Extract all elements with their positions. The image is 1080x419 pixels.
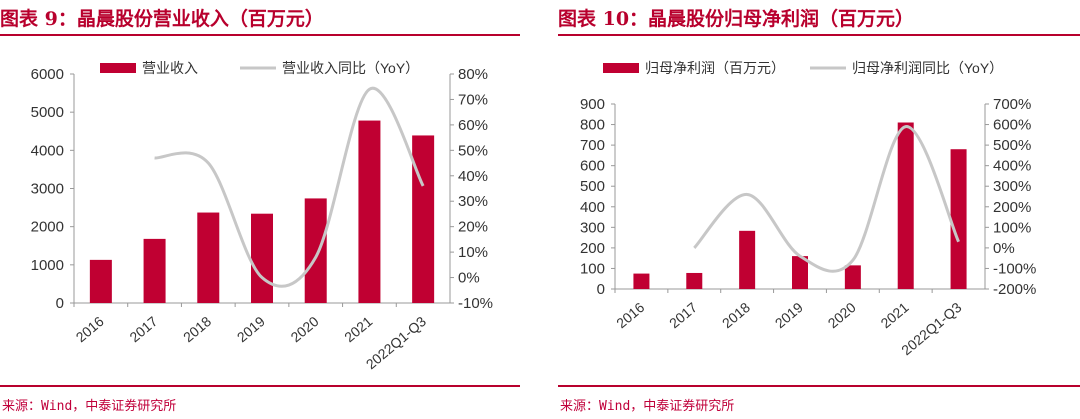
y-left-tick-label: 0 <box>56 295 64 312</box>
legend-bar-label: 归母净利润（百万元） <box>645 60 785 76</box>
y-right-tick-label: 0% <box>993 240 1015 257</box>
y-left-tick-label: 500 <box>580 178 605 195</box>
y-right-tick-label: 40% <box>458 168 488 185</box>
bar <box>792 256 808 289</box>
source-divider <box>0 385 520 387</box>
y-right-tick-label: 10% <box>458 244 488 261</box>
title-divider <box>558 34 1080 36</box>
bar <box>358 120 381 304</box>
x-tick-label: 2016 <box>613 299 647 331</box>
y-left-tick-label: 1000 <box>31 257 64 274</box>
y-left-tick-label: 6000 <box>31 66 64 83</box>
legend-bar-label: 营业收入 <box>142 60 198 76</box>
y-right-tick-label: 50% <box>458 142 488 159</box>
x-tick-label: 2018 <box>719 299 753 331</box>
y-left-tick-label: 100 <box>580 260 605 277</box>
x-tick-label: 2020 <box>825 299 859 331</box>
y-left-tick-label: 800 <box>580 117 605 134</box>
bar <box>844 265 861 289</box>
y-right-tick-label: 0% <box>458 270 480 287</box>
bar <box>304 198 327 303</box>
title-divider <box>0 34 520 36</box>
bar <box>897 122 914 289</box>
x-tick-label: 2019 <box>234 313 268 345</box>
net-profit-chart: 0 100 200 300 400 500 600 700 800 900 -200% -100% 0%… <box>580 60 1036 358</box>
y-left-tick-label: 200 <box>580 240 605 257</box>
y-left-tick-label: 400 <box>580 199 605 216</box>
y-left-tick-label: 0 <box>597 281 605 298</box>
bar <box>633 273 650 289</box>
y-right-tick-label: 300% <box>993 178 1031 195</box>
x-tick-label: 2017 <box>126 313 160 345</box>
legend-line-label: 营业收入同比（YoY） <box>282 60 419 76</box>
chart-title: 图表 10：晶晨股份归母净利润（百万元） <box>558 8 915 30</box>
y-right-tick-label: 100% <box>993 219 1031 236</box>
y-right-tick-label: 600% <box>993 117 1031 134</box>
y-right-tick-label: 20% <box>458 219 488 236</box>
y-left-tick-label: 3000 <box>31 181 64 198</box>
y-left-tick-label: 700 <box>580 137 605 154</box>
chart-panel-net-profit: 图表 10：晶晨股份归母净利润（百万元） 0 100 200 300 400 500 600… <box>558 0 1080 419</box>
source-divider <box>558 385 1080 387</box>
x-tick-label: 2021 <box>877 299 911 331</box>
revenue-chart: 0 1000 2000 3000 4000 5000 6000 -10% 0% 10% 20% 30%… <box>31 60 493 372</box>
y-right-tick-label: 400% <box>993 158 1031 175</box>
y-right-tick-label: -10% <box>458 295 493 312</box>
y-right-tick-label: 80% <box>458 66 488 83</box>
y-right-tick-label: 70% <box>458 91 488 108</box>
chart-source: 来源：Wind，中泰证券研究所 <box>560 399 735 414</box>
legend-line-label: 归母净利润同比（YoY） <box>852 60 1003 76</box>
y-right-tick-label: 30% <box>458 193 488 210</box>
legend-bar-swatch <box>100 63 136 73</box>
y-right-tick-label: 500% <box>993 137 1031 154</box>
bar <box>143 238 166 303</box>
bar <box>89 259 112 303</box>
chart-title: 图表 9：晶晨股份营业收入（百万元） <box>0 8 324 30</box>
yoy-line <box>154 86 425 288</box>
bar <box>251 213 273 303</box>
y-left-tick-label: 900 <box>580 96 605 113</box>
chart-source: 来源：Wind，中泰证券研究所 <box>2 399 177 414</box>
x-tick-label: 2016 <box>73 313 107 345</box>
y-left-tick-label: 4000 <box>31 142 64 159</box>
bar <box>950 149 967 289</box>
y-right-tick-label: 200% <box>993 199 1031 216</box>
y-left-tick-label: 300 <box>580 219 605 236</box>
bar <box>739 230 756 289</box>
x-tick-label: 2020 <box>287 313 321 345</box>
bar <box>197 212 220 303</box>
x-tick-label: 2018 <box>180 313 214 345</box>
y-left-tick-label: 5000 <box>31 104 64 121</box>
x-tick-label: 2021 <box>341 313 375 345</box>
chart-panel-revenue: 图表 9：晶晨股份营业收入（百万元） 0 1000 2000 3000 4000 5000… <box>0 0 520 419</box>
y-right-tick-label: 700% <box>993 96 1031 113</box>
bar <box>686 272 703 289</box>
x-tick-label: 2017 <box>666 299 700 331</box>
y-right-tick-label: -100% <box>993 260 1036 277</box>
yoy-line <box>693 125 960 273</box>
x-tick-label: 2019 <box>772 299 806 331</box>
y-right-tick-label: -200% <box>993 281 1036 298</box>
x-tick-label: 2022Q1-Q3 <box>363 313 429 372</box>
y-left-tick-label: 600 <box>580 158 605 175</box>
y-left-tick-label: 2000 <box>31 219 64 236</box>
bar <box>412 135 435 303</box>
y-right-tick-label: 60% <box>458 117 488 134</box>
legend-bar-swatch <box>603 63 639 73</box>
